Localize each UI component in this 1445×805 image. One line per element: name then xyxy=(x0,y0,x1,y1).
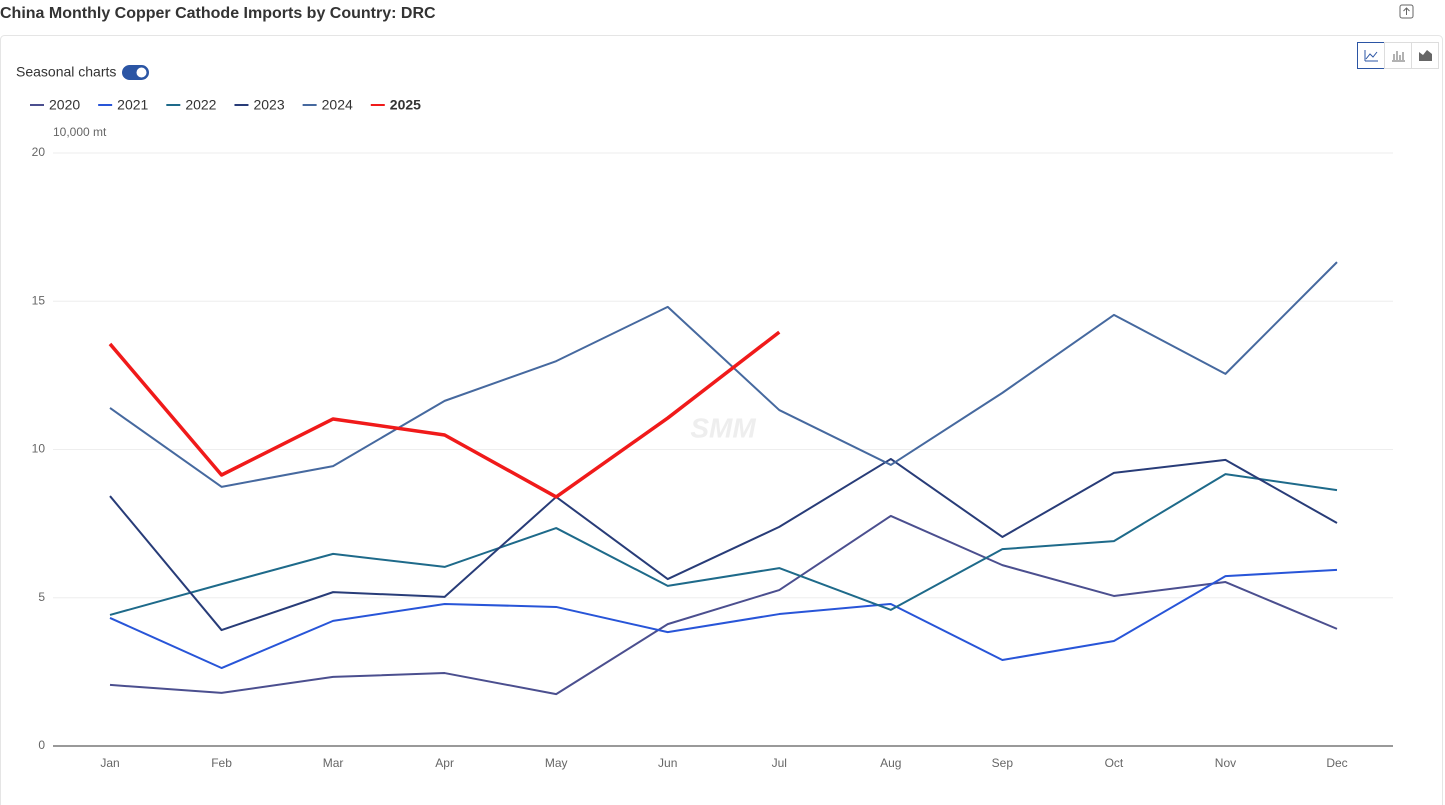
x-tick-label: Feb xyxy=(211,756,232,770)
legend-label[interactable]: 2023 xyxy=(253,97,284,113)
x-tick-label: May xyxy=(545,756,568,770)
x-tick-label: Dec xyxy=(1326,756,1347,770)
legend-label[interactable]: 2021 xyxy=(117,97,148,113)
chart-card xyxy=(0,35,1443,805)
toggle-knob[interactable] xyxy=(136,67,147,78)
y-tick-label: 5 xyxy=(38,590,45,604)
x-tick-label: Oct xyxy=(1105,756,1124,770)
line-icon[interactable] xyxy=(1364,50,1378,62)
x-tick-label: Aug xyxy=(880,756,901,770)
y-axis-unit: 10,000 mt xyxy=(53,125,107,139)
series-line xyxy=(109,568,1338,670)
series-line xyxy=(109,457,1338,632)
export-button[interactable] xyxy=(1399,4,1414,19)
legend-label[interactable]: 2024 xyxy=(322,97,353,113)
x-tick-label: Sep xyxy=(992,756,1014,770)
series-line xyxy=(108,330,781,499)
x-tick-label: Jun xyxy=(658,756,677,770)
series-line xyxy=(109,261,1338,488)
legend-label[interactable]: 2020 xyxy=(49,97,80,113)
y-tick-label: 0 xyxy=(38,738,45,752)
series-line xyxy=(109,514,1338,696)
series-line xyxy=(109,473,1338,616)
toggle-label: Seasonal charts xyxy=(16,64,116,80)
y-tick-label: 20 xyxy=(32,145,46,159)
page-title: China Monthly Copper Cathode Imports by … xyxy=(0,5,436,22)
x-tick-label: Apr xyxy=(435,756,454,770)
bar-chart-button[interactable] xyxy=(1384,42,1412,69)
x-tick-label: Jan xyxy=(100,756,119,770)
legend-label[interactable]: 2022 xyxy=(185,97,216,113)
x-tick-label: Mar xyxy=(323,756,344,770)
y-tick-label: 15 xyxy=(32,293,46,307)
chart-type-switch xyxy=(1357,42,1439,69)
area-icon[interactable] xyxy=(1419,50,1432,61)
bar-icon[interactable] xyxy=(1392,51,1405,62)
export-arrow[interactable] xyxy=(1403,7,1410,15)
export-icon[interactable] xyxy=(1399,4,1414,19)
x-tick-label: Jul xyxy=(772,756,787,770)
watermark: SMM xyxy=(690,412,756,443)
toggle[interactable] xyxy=(122,65,149,80)
y-tick-label: 10 xyxy=(32,442,46,456)
legend-label[interactable]: 2025 xyxy=(390,97,421,113)
x-tick-label: Nov xyxy=(1215,756,1236,770)
